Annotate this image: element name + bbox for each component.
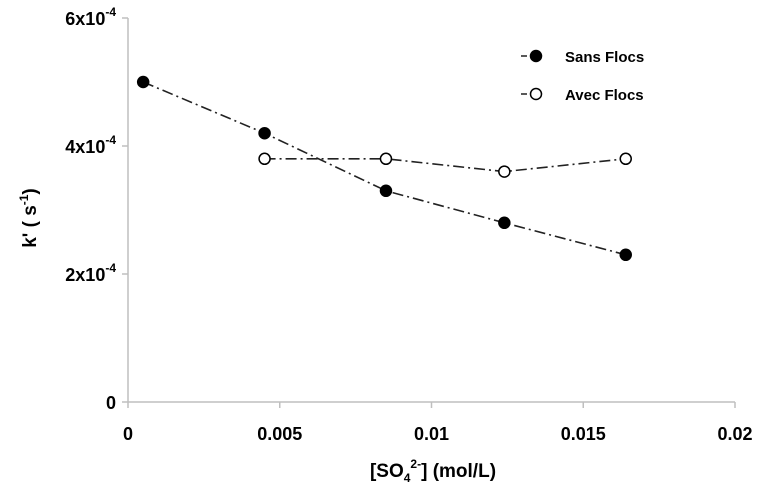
data-point-series-1 (379, 184, 393, 198)
data-point-series-1 (498, 216, 511, 230)
x-axis-ticks: 0 0.005 0.01 0.015 0.02 (123, 402, 753, 444)
legend-label-2: Avec Flocs (565, 87, 644, 104)
x-tick-label: 0 (123, 424, 133, 444)
y-tick-label-base: 4x10 (65, 137, 105, 157)
y-axis-title-prefix: k' ( s (20, 205, 41, 248)
data-point-series-2 (258, 152, 271, 166)
y-tick-label: 2x10-4 (65, 261, 116, 285)
y-tick-label-base: 0 (106, 393, 116, 413)
y-tick-label-exponent: -4 (105, 133, 116, 147)
legend-marker-2 (529, 87, 543, 101)
series-line-1 (142, 81, 626, 256)
y-axis-title: k' ( s-1) (17, 188, 41, 248)
x-axis-title-suffix: ] (mol/L) (421, 461, 496, 482)
data-point-series-1 (258, 126, 271, 140)
x-tick-label: 0.01 (414, 424, 449, 444)
y-tick-label-exponent: -4 (105, 261, 116, 275)
x-tick-label: 0.005 (257, 424, 302, 444)
legend-marker-1 (529, 49, 543, 63)
y-axis-title-superscript: -1 (17, 194, 31, 205)
x-axis-title-prefix: [SO (370, 461, 404, 482)
data-point-series-2 (619, 152, 632, 166)
y-tick-label: 6x10-4 (65, 5, 116, 29)
y-tick-label-base: 6x10 (65, 9, 105, 29)
x-tick-label: 0.015 (561, 424, 606, 444)
data-point-series-1 (619, 248, 632, 262)
x-axis-title-superscript: 2- (410, 457, 421, 471)
series-line-2 (264, 158, 626, 173)
x-axis-title: [SO42-] (mol/L) (370, 457, 496, 485)
y-axis-title-suffix: ) (20, 188, 41, 194)
legend-label-1: Sans Flocs (565, 49, 644, 66)
x-axis-title-subscript: 4 (404, 471, 411, 485)
y-tick-label: 4x10-4 (65, 133, 116, 157)
legend: Sans Flocs Avec Flocs (521, 49, 644, 104)
y-tick-label-base: 2x10 (65, 265, 105, 285)
y-tick-label-exponent: -4 (105, 5, 116, 19)
plot-area (136, 75, 632, 262)
y-tick-label: 0 (106, 393, 116, 413)
data-point-series-1 (136, 75, 150, 89)
x-tick-label: 0.02 (717, 424, 752, 444)
data-point-series-2 (379, 152, 393, 166)
data-point-series-2 (498, 165, 511, 178)
